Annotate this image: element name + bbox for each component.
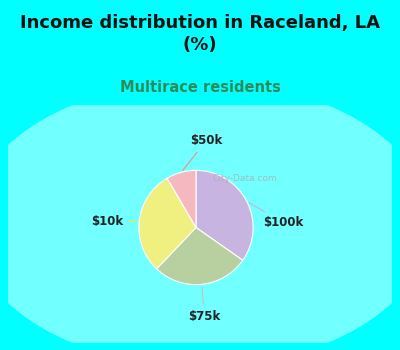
Text: $75k: $75k	[188, 287, 221, 322]
Text: Multirace residents: Multirace residents	[120, 80, 280, 96]
Text: City-Data.com: City-Data.com	[212, 174, 277, 183]
Text: Income distribution in Raceland, LA
(%): Income distribution in Raceland, LA (%)	[20, 14, 380, 54]
Text: $100k: $100k	[249, 203, 303, 230]
Wedge shape	[196, 170, 253, 260]
Wedge shape	[139, 178, 196, 269]
Wedge shape	[167, 170, 196, 228]
Wedge shape	[157, 228, 243, 285]
Text: $10k: $10k	[92, 215, 136, 228]
Ellipse shape	[0, 81, 400, 350]
Text: $50k: $50k	[183, 134, 222, 170]
